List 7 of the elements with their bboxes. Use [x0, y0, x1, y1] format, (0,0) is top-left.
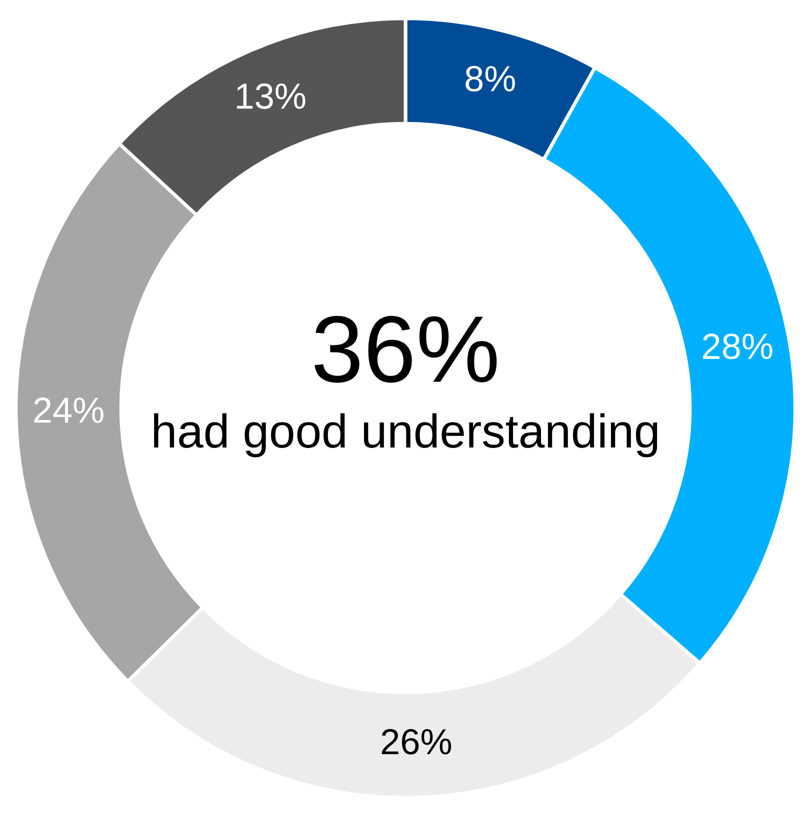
text: 36% [314, 316, 497, 383]
text: had good understanding [154, 413, 658, 458]
data-label: 24% [34, 397, 104, 423]
data-label: 13% [237, 83, 306, 109]
data-label: 26% [382, 728, 452, 755]
data-label: 8% [466, 66, 515, 92]
data-label: 28% [703, 334, 772, 360]
